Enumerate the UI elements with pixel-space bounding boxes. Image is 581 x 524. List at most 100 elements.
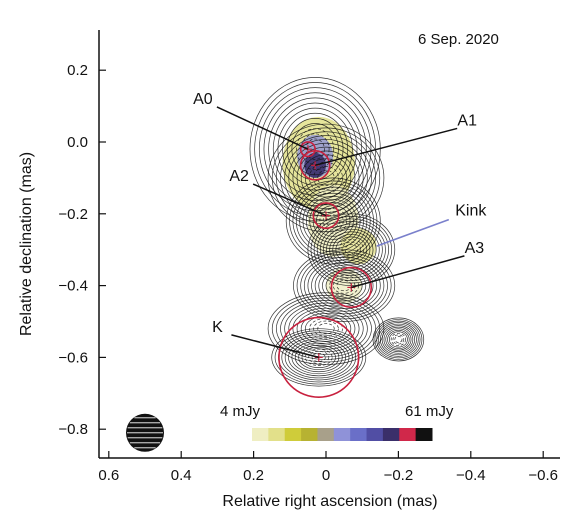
- contour-line: [299, 189, 368, 253]
- x-tick-label: 0: [322, 467, 330, 484]
- contour-line: [298, 344, 340, 371]
- contour-line: [309, 318, 343, 340]
- x-tick-label: −0.6: [528, 467, 558, 484]
- component-pointer: [216, 106, 309, 150]
- component-label: A2: [229, 168, 249, 185]
- contour-line: [308, 350, 330, 364]
- component-circle: [299, 141, 316, 158]
- contour-line: [276, 297, 376, 360]
- contour-line: [268, 97, 363, 201]
- contour-line: [284, 336, 353, 379]
- contour-line: [310, 216, 393, 284]
- contour-line: [389, 331, 408, 348]
- contour-line: [374, 319, 423, 360]
- contour-line: [292, 183, 374, 259]
- contour-line: [332, 233, 371, 266]
- contour-line: [282, 112, 349, 186]
- contour-line: [326, 214, 341, 228]
- y-tick-label: −0.4: [58, 278, 88, 295]
- colorbar-swatch: [333, 428, 351, 441]
- contour-line: [292, 307, 360, 350]
- component-label: K: [212, 319, 223, 336]
- y-tick-label: 0.2: [67, 62, 88, 79]
- x-tick-label: 0.4: [171, 467, 192, 484]
- contour-line: [394, 336, 403, 343]
- contour-line: [296, 251, 392, 320]
- contour-line: [325, 272, 363, 299]
- contour-line: [319, 208, 348, 234]
- contour-line: [381, 325, 416, 354]
- contour-line: [280, 300, 372, 358]
- contour-line: [378, 322, 419, 357]
- component-circle: [278, 316, 360, 399]
- contour-line: [293, 249, 396, 322]
- y-tick-label: −0.2: [58, 206, 88, 223]
- contour-line: [295, 186, 371, 256]
- contour-line: [322, 269, 367, 302]
- y-tick-label: 0.0: [67, 134, 88, 151]
- y-axis-title: Relative declination (mas): [18, 152, 35, 336]
- contour-line: [372, 317, 425, 362]
- contour-line: [288, 305, 364, 353]
- contour-line: [296, 310, 356, 347]
- contour-line: [392, 334, 405, 345]
- x-tick-label: −0.2: [384, 467, 414, 484]
- emission-image: [249, 77, 425, 387]
- epoch-label: 6 Sep. 2020: [418, 31, 499, 48]
- colorbar-max-label: 61 mJy: [405, 403, 454, 420]
- kink-pointer: [376, 218, 450, 247]
- contour-line: [319, 223, 383, 276]
- contour-line: [288, 338, 350, 377]
- contour-line: [376, 320, 421, 359]
- contour-line: [291, 340, 347, 375]
- x-axis-title: Relative right ascension (mas): [222, 493, 437, 510]
- contour-line: [379, 323, 417, 356]
- contour-line: [300, 312, 352, 345]
- beam-ellipse: [126, 413, 164, 452]
- colorbar-swatch: [399, 428, 417, 441]
- kink-marker: Kink: [376, 203, 487, 247]
- contour-line: [313, 218, 389, 281]
- contour-line: [300, 254, 388, 317]
- component-label: A0: [193, 91, 213, 108]
- contour-line: [263, 92, 367, 206]
- contour-line: [390, 332, 406, 346]
- colorbar-swatch: [317, 428, 335, 441]
- colorbar-swatch: [350, 428, 368, 441]
- component-label: A3: [465, 240, 485, 257]
- component-pointer: [231, 334, 319, 359]
- contour-line: [304, 348, 333, 366]
- contour-line: [301, 346, 336, 369]
- component-circle: [299, 150, 331, 181]
- contour-line: [383, 326, 414, 353]
- flux-colorbar: 4 mJy 61 mJy: [220, 403, 454, 441]
- contour-line: [309, 162, 343, 194]
- colorbar-swatch: [382, 428, 400, 441]
- component-pointer: [252, 183, 327, 217]
- x-tick-label: 0.2: [243, 467, 264, 484]
- y-ticks: 0.2 0.0 −0.2 −0.4 −0.6 −0.8: [58, 62, 106, 438]
- component-circle: [312, 202, 340, 230]
- contour-line: [294, 342, 343, 373]
- axes: [98, 30, 560, 459]
- colorbar-swatch: [268, 428, 286, 441]
- component-circle: [330, 266, 373, 309]
- contour-line: [326, 228, 377, 271]
- contour-line: [387, 329, 410, 350]
- contour-line: [302, 192, 364, 250]
- colorbar-swatch: [284, 428, 302, 441]
- colorbar-swatch: [366, 428, 384, 441]
- x-ticks: 0.6 0.4 0.2 0 −0.2 −0.4 −0.6: [98, 451, 558, 484]
- contour-line: [335, 236, 368, 263]
- contour-line: [316, 221, 386, 279]
- contour-line: [281, 334, 357, 381]
- contour-line: [274, 330, 363, 385]
- colorbar-min-label: 4 mJy: [220, 403, 261, 420]
- contour-line: [309, 199, 358, 243]
- contour-line: [303, 257, 385, 315]
- kink-label: Kink: [455, 203, 487, 220]
- component-pointer: [314, 127, 458, 167]
- contour-line: [292, 146, 360, 210]
- contour-line: [318, 267, 370, 304]
